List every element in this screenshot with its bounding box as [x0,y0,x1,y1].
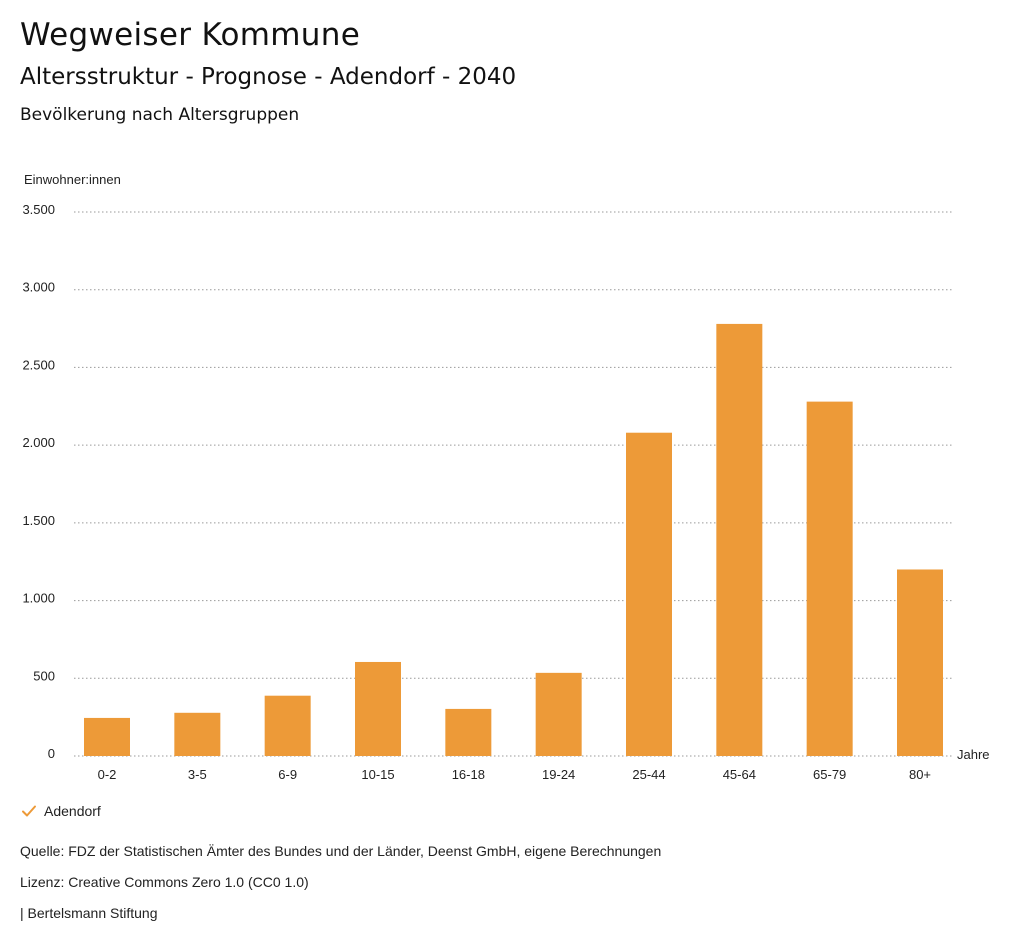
bar-10-15 [355,661,401,756]
page-title: Wegweiser Kommune [20,17,361,53]
y-tick-label: 500 [33,668,55,683]
x-tick-label: 45-64 [723,767,756,782]
gridlines [74,211,953,757]
y-tick-label: 1.500 [22,513,55,528]
x-tick-label: 6-9 [278,767,297,782]
x-tick-label: 25-44 [632,767,665,782]
y-axis-label: Einwohner:innen [24,172,121,187]
x-axis-label: Jahre [957,747,990,762]
y-tick-label: 0 [48,746,55,761]
legend-item-adendorf[interactable]: Adendorf [20,802,101,820]
y-tick-label: 3.500 [22,202,55,217]
x-tick-label: 3-5 [188,767,207,782]
bar-3-5 [174,712,221,756]
bar-25-44 [626,432,672,756]
x-tick-label: 0-2 [98,767,117,782]
publisher-note: | Bertelsmann Stiftung [20,905,158,921]
chart-subtitle: Altersstruktur - Prognose - Adendorf - 2… [20,64,517,90]
y-tick-label: 2.500 [22,357,55,372]
y-axis-ticks: 0 500 1.000 1.500 2.000 2.500 3.000 3.500 [22,202,55,761]
x-tick-label: 65-79 [813,767,846,782]
chart-subheading: Bevölkerung nach Altersgruppen [20,105,300,125]
x-tick-label: 19-24 [542,767,575,782]
y-tick-label: 1.000 [22,591,55,606]
legend-label: Adendorf [44,803,101,819]
checkmark-icon [22,805,36,817]
x-axis-ticks: 0-2 3-5 6-9 10-15 16-18 19-24 25-44 45-64 65-79 8… [98,767,931,782]
bar-chart: 0 500 1.000 1.500 2.000 2.500 3.000 3.500 0-2 3-… [22,172,990,782]
x-tick-label: 16-18 [452,767,485,782]
bar-65-79 [806,401,853,756]
source-note: Quelle: FDZ der Statistischen Ämter des … [20,843,662,859]
y-tick-label: 2.000 [22,435,55,450]
bar-80+ [897,569,943,756]
bar-45-64 [716,323,763,756]
x-tick-label: 80+ [909,767,931,782]
bar-0-2 [84,717,130,756]
bar-19-24 [535,672,582,756]
bar-16-18 [445,708,492,756]
x-tick-label: 10-15 [361,767,394,782]
bar-6-9 [264,695,311,756]
y-tick-label: 3.000 [22,280,55,295]
bars [84,323,943,756]
license-note: Lizenz: Creative Commons Zero 1.0 (CC0 1… [20,874,309,890]
